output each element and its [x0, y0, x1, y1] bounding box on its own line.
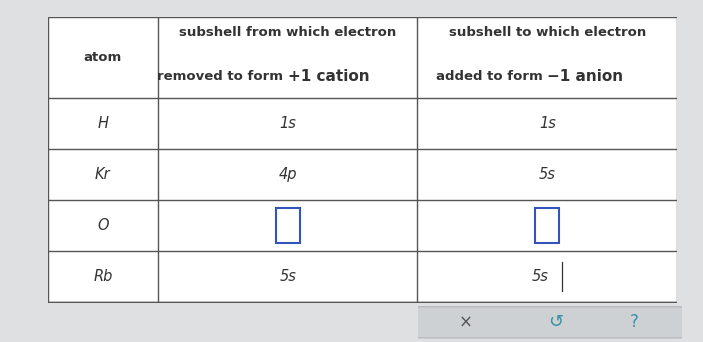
- Text: subshell from which electron: subshell from which electron: [179, 26, 396, 39]
- Text: Rb: Rb: [93, 269, 112, 284]
- Text: removed to form: removed to form: [157, 70, 288, 83]
- Text: atom: atom: [84, 51, 122, 64]
- Text: 1s: 1s: [279, 116, 296, 131]
- Text: H: H: [97, 116, 108, 131]
- Text: 5s: 5s: [538, 167, 555, 182]
- FancyBboxPatch shape: [408, 307, 692, 338]
- Bar: [535, 208, 559, 243]
- Text: 4p: 4p: [278, 167, 297, 182]
- Text: O: O: [97, 218, 108, 233]
- Text: +1 cation: +1 cation: [288, 69, 369, 84]
- Text: ×: ×: [459, 313, 472, 331]
- Text: −1 anion: −1 anion: [547, 69, 624, 84]
- Text: added to form: added to form: [436, 70, 547, 83]
- Bar: [276, 208, 299, 243]
- Text: Kr: Kr: [95, 167, 110, 182]
- Text: subshell to which electron: subshell to which electron: [449, 26, 646, 39]
- Text: 5s: 5s: [279, 269, 296, 284]
- Text: 5s: 5s: [531, 269, 548, 284]
- Text: ?: ?: [630, 313, 639, 331]
- Text: ↺: ↺: [548, 313, 563, 331]
- Text: 1s: 1s: [538, 116, 555, 131]
